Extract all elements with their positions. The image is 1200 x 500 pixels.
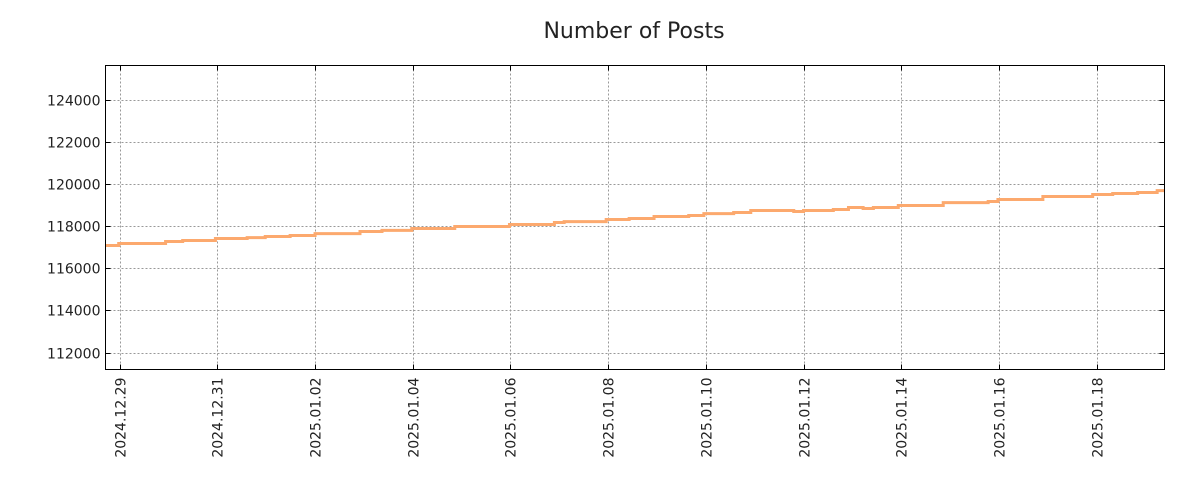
x-tick-label: 2025.01.16 bbox=[993, 377, 1009, 457]
axis-ticks: 2024.12.29 2024.12.31 2025.01.02 2025.01.04… bbox=[47, 65, 1165, 458]
y-tick-label: 112000 bbox=[47, 347, 100, 363]
x-tick-label: 2025.01.18 bbox=[1091, 378, 1107, 458]
x-tick-label: 2025.01.04 bbox=[407, 377, 423, 457]
y-tick-label: 116000 bbox=[47, 262, 100, 278]
x-tick-label: 2025.01.06 bbox=[504, 377, 520, 457]
grid bbox=[105, 65, 1165, 370]
x-tick-label: 2025.01.14 bbox=[895, 377, 911, 457]
x-tick-label: 2025.01.10 bbox=[700, 378, 716, 458]
x-tick-label: 2025.01.08 bbox=[602, 378, 618, 458]
chart-title: Number of Posts bbox=[543, 19, 724, 44]
y-tick-label: 114000 bbox=[47, 304, 100, 320]
y-tick-label: 124000 bbox=[47, 94, 100, 110]
plot-frame bbox=[105, 65, 1165, 370]
y-tick-label: 120000 bbox=[47, 178, 100, 194]
x-tick-label: 2024.12.31 bbox=[211, 378, 227, 458]
series-layer bbox=[105, 189, 1165, 248]
x-tick-label: 2025.01.12 bbox=[798, 378, 814, 458]
series-line bbox=[105, 189, 1165, 248]
x-tick-label: 2024.12.29 bbox=[114, 378, 130, 458]
x-tick-label: 2025.01.02 bbox=[309, 378, 325, 458]
y-tick-label: 118000 bbox=[47, 220, 100, 236]
y-tick-label: 122000 bbox=[47, 136, 100, 152]
